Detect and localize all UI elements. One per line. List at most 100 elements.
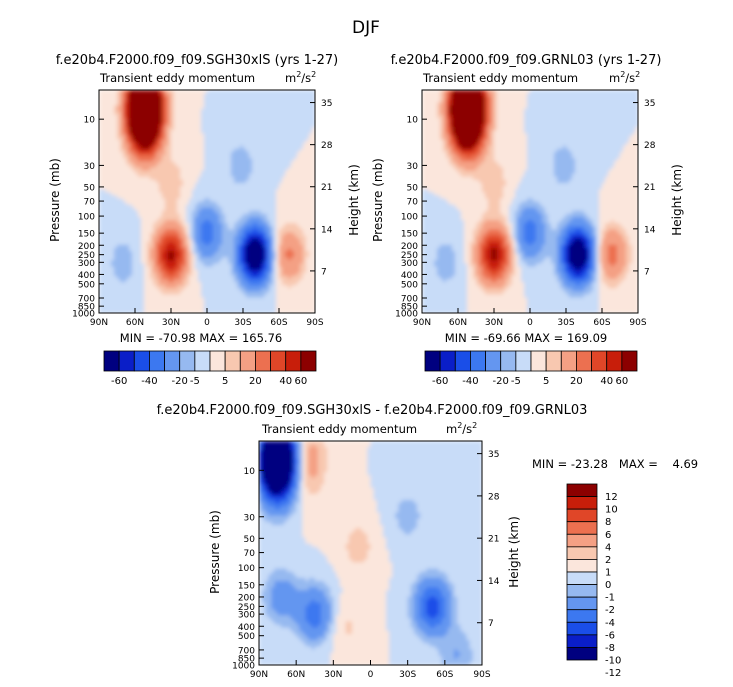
field-cell	[237, 93, 241, 97]
field-cell	[270, 179, 274, 184]
field-cell	[282, 114, 286, 119]
field-cell	[291, 266, 295, 271]
field-cell	[222, 151, 226, 156]
field-cell	[288, 195, 292, 200]
field-cell	[294, 282, 298, 286]
field-cell	[303, 229, 307, 234]
field-cell	[306, 182, 310, 187]
field-cell	[105, 148, 109, 153]
field-cell	[237, 263, 241, 268]
field-cell	[285, 291, 289, 296]
field-cell	[114, 303, 118, 308]
field-cell	[201, 136, 205, 141]
field-cell	[108, 300, 112, 305]
field-cell	[105, 155, 109, 159]
field-cell	[147, 204, 151, 209]
field-cell	[258, 216, 262, 221]
field-cell	[135, 117, 139, 122]
field-cell	[126, 254, 130, 258]
field-cell	[204, 120, 208, 125]
field-cell	[300, 102, 304, 107]
field-cell	[129, 127, 133, 131]
field-cell	[234, 207, 238, 212]
field-cell	[219, 269, 223, 274]
field-cell	[246, 198, 250, 203]
field-cell	[249, 124, 253, 128]
field-cell	[291, 210, 295, 215]
field-cell	[183, 155, 187, 159]
field-cell	[288, 241, 292, 246]
field-cell	[123, 158, 127, 162]
field-cell	[213, 241, 217, 246]
field-cell	[114, 278, 118, 283]
field-cell	[117, 223, 121, 227]
field-cell	[285, 145, 289, 150]
field-cell	[249, 229, 253, 234]
field-cell	[189, 198, 193, 203]
field-cell	[132, 124, 136, 128]
field-cell	[273, 288, 277, 292]
field-cell	[159, 114, 163, 119]
field-cell	[117, 201, 121, 206]
field-cell	[219, 278, 223, 283]
field-cell	[201, 105, 205, 110]
field-cell	[180, 282, 184, 286]
field-cell	[213, 223, 217, 227]
field-cell	[111, 179, 115, 184]
field-cell	[231, 285, 235, 289]
field-cell	[225, 226, 229, 230]
field-cell	[201, 155, 205, 159]
field-cell	[153, 244, 157, 249]
field-cell	[225, 238, 229, 243]
field-cell	[234, 108, 238, 113]
field-cell	[171, 148, 175, 153]
field-cell	[120, 192, 124, 196]
field-cell	[117, 117, 121, 122]
field-cell	[225, 220, 229, 224]
field-cell	[276, 192, 280, 196]
field-cell	[237, 186, 241, 190]
field-cell	[264, 148, 268, 153]
field-cell	[102, 127, 106, 131]
field-cell	[300, 297, 304, 302]
field-cell	[237, 90, 241, 94]
field-cell	[114, 108, 118, 113]
field-cell	[174, 192, 178, 196]
field-cell	[279, 207, 283, 212]
field-cell	[129, 232, 133, 237]
field-cell	[207, 216, 211, 221]
field-cell	[171, 294, 175, 299]
field-cell	[216, 223, 220, 227]
field-cell	[159, 133, 163, 138]
field-cell	[231, 179, 235, 184]
field-cell	[282, 207, 286, 212]
field-cell	[255, 260, 259, 265]
field-cell	[261, 105, 265, 110]
field-cell	[213, 229, 217, 234]
field-cell	[162, 201, 166, 206]
field-cell	[120, 257, 124, 261]
field-cell	[216, 192, 220, 196]
field-cell	[276, 257, 280, 261]
field-cell	[297, 266, 301, 271]
field-cell	[216, 251, 220, 255]
field-cell	[123, 201, 127, 206]
field-cell	[105, 167, 109, 172]
field-cell	[159, 207, 163, 212]
field-cell	[141, 173, 145, 178]
field-cell	[285, 207, 289, 212]
field-cell	[198, 179, 202, 184]
field-cell	[207, 260, 211, 265]
field-cell	[99, 241, 103, 246]
field-cell	[102, 102, 106, 107]
field-cell	[174, 269, 178, 274]
field-cell	[243, 220, 247, 224]
field-cell	[192, 223, 196, 227]
field-cell	[117, 275, 121, 280]
field-cell	[144, 229, 148, 234]
field-cell	[279, 201, 283, 206]
field-cell	[264, 179, 268, 184]
field-cell	[114, 148, 118, 153]
field-cell	[99, 176, 103, 181]
field-cell	[261, 139, 265, 144]
